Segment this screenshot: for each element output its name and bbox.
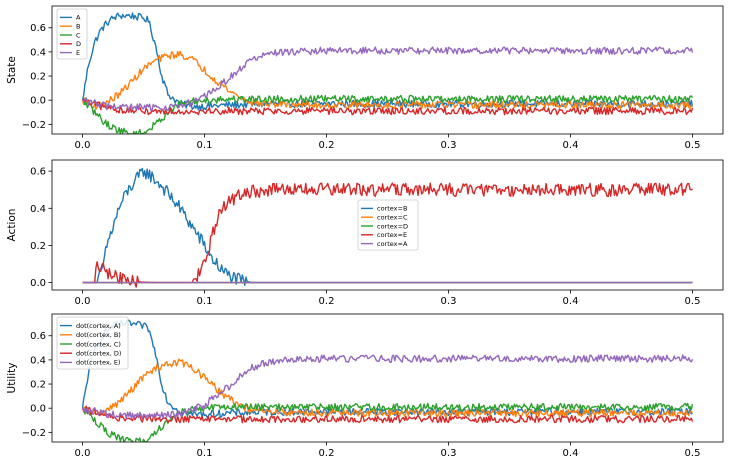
action-ytick-label: 0.4 [30,204,46,215]
state-legend-box [56,8,88,60]
action-legend-label: cortex=D [377,222,408,230]
utility-xtick-label: 0.5 [685,448,701,459]
action-series-group [82,167,693,288]
utility-xtick-label: 0.2 [319,448,335,459]
action-legend-label: cortex=A [377,240,408,248]
state-ylabel: State [6,56,18,84]
state-series-d [82,98,694,116]
state-xtick-label: 0.1 [197,140,213,151]
action-panel: 0.0 0.1 0.2 0.3 0.4 0.5 0.0 0.2 0.4 0.6 Action cort… [6,159,724,307]
utility-legend-label: dot(cortex, B) [76,331,121,339]
state-ytick-label: 0.6 [30,23,46,34]
utility-legend-label: dot(cortex, A) [76,322,121,330]
utility-panel: 0.0 0.1 0.2 0.3 0.4 0.5 −0.2 0.0 0.2 0.4 0.6 Utilit… [6,313,724,459]
action-axes-frame [51,159,724,291]
state-xtick-label: 0.0 [75,140,91,151]
utility-legend: dot(cortex, A)dot(cortex, B)dot(cortex, … [56,316,129,370]
state-legend-label: B [76,23,80,31]
utility-ytick-label: 0.6 [30,331,46,342]
action-xtick-label: 0.5 [685,296,701,307]
state-xtick-label: 0.5 [685,140,701,151]
utility-legend-box [56,316,129,370]
action-ytick-label: 0.0 [30,278,46,289]
state-xtick-label: 0.4 [563,140,579,151]
utility-ytick-label: 0.0 [30,404,46,415]
utility-series-group [81,319,694,442]
state-legend-label: E [76,49,80,57]
state-legend-label: D [76,40,81,48]
subplots: 0.0 0.1 0.2 0.3 0.4 0.5 −0.2 0.0 0.2 0.4 0.6 State A… [6,5,724,459]
action-ytick-label: 0.6 [30,167,46,178]
state-ytick-label: −0.2 [22,120,46,131]
utility-axes-frame [51,313,724,443]
state-series-b [81,50,693,111]
action-xtick-label: 0.0 [75,296,91,307]
state-panel: 0.0 0.1 0.2 0.3 0.4 0.5 −0.2 0.0 0.2 0.4 0.6 State A… [6,5,724,151]
utility-ytick-label: −0.2 [22,428,46,439]
action-legend-label: cortex=E [377,231,407,239]
action-legend-label: cortex=C [377,214,408,222]
utility-series-dot-cortex-b [82,358,693,418]
utility-series-dot-cortex-d [81,405,694,424]
action-xtick-label: 0.1 [197,296,213,307]
action-xtick-label: 0.2 [319,296,335,307]
action-ylabel: Action [6,209,18,242]
action-xtick-label: 0.4 [563,296,579,307]
utility-legend-label: dot(cortex, D) [76,350,121,358]
state-legend-label: A [76,14,81,22]
state-series-c [82,94,694,134]
utility-legend-label: dot(cortex, C) [76,340,121,348]
utility-ylabel: Utility [6,363,18,394]
state-axes-frame [51,5,724,135]
action-ytick-label: 0.2 [30,241,46,252]
action-xtick-label: 0.3 [441,296,457,307]
state-ytick-label: 0.4 [30,47,46,58]
utility-xtick-label: 0.3 [441,448,457,459]
state-series-group [81,12,694,134]
utility-xtick-label: 0.0 [75,448,91,459]
action-legend-label: cortex=B [377,205,407,213]
state-ytick-label: 0.2 [30,72,46,83]
state-xtick-label: 0.3 [441,140,457,151]
action-legend-box [357,199,419,251]
state-series-e [82,46,694,112]
utility-ytick-label: 0.4 [30,355,46,366]
state-legend-label: C [76,31,81,39]
state-ytick-label: 0.0 [30,96,46,107]
utility-ytick-label: 0.2 [30,380,46,391]
state-xtick-label: 0.2 [319,140,335,151]
utility-xtick-label: 0.1 [197,448,213,459]
utility-legend-label: dot(cortex, E) [76,359,120,367]
utility-xtick-label: 0.4 [563,448,579,459]
utility-series-dot-cortex-e [81,354,694,420]
